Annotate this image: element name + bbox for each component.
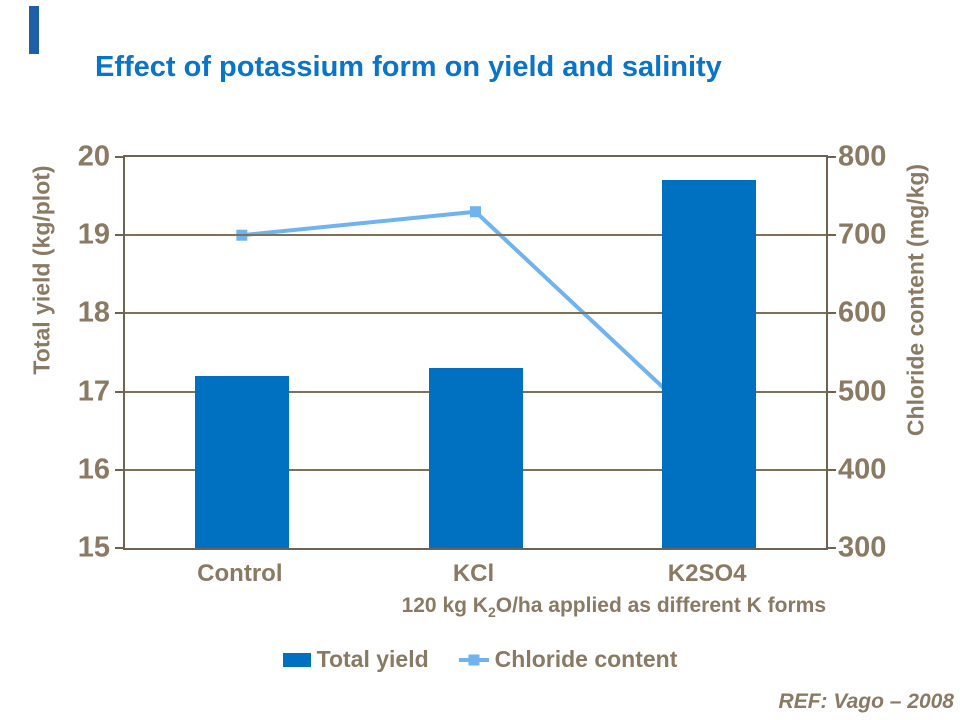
chart-title: Effect of potassium form on yield and sa… (95, 51, 722, 83)
plot-area (123, 155, 828, 550)
x-caption-suffix: O/ha applied as different K forms (495, 594, 826, 617)
gridline-18 (125, 312, 826, 315)
right-tick-label-700: 700 (838, 218, 887, 251)
left-tick-mark-19 (115, 234, 123, 237)
legend-label-total-yield: Total yield (316, 646, 429, 672)
left-tick-mark-17 (115, 390, 123, 393)
slide-accent-bar (29, 6, 39, 54)
legend-item-chloride-content: Chloride content (458, 646, 678, 673)
x-axis-label-control: Control (197, 560, 283, 587)
left-axis-title: Total yield (kg/plot) (28, 165, 55, 375)
left-tick-label-20: 20 (77, 140, 110, 173)
x-caption-prefix: 120 kg K (401, 594, 488, 617)
legend-label-chloride-content: Chloride content (494, 646, 678, 672)
legend-bar-swatch (282, 652, 311, 667)
bar-control (194, 375, 289, 548)
right-tick-label-400: 400 (838, 453, 887, 486)
right-tick-label-300: 300 (838, 531, 887, 564)
left-tick-mark-20 (115, 156, 123, 158)
gridline-19 (125, 234, 826, 237)
left-tick-label-19: 19 (77, 218, 110, 251)
right-tick-label-600: 600 (838, 296, 887, 329)
x-axis-label-k2so4: K2SO4 (667, 560, 747, 587)
bar-k2so4 (662, 180, 757, 548)
left-tick-label-17: 17 (77, 375, 110, 408)
x-caption-subscript: 2 (487, 604, 496, 621)
line-marker-kcl (470, 206, 481, 218)
legend-item-total-yield: Total yield (282, 646, 429, 673)
left-tick-mark-16 (115, 468, 123, 471)
left-tick-label-15: 15 (77, 531, 110, 564)
left-tick-mark-15 (115, 547, 123, 549)
left-tick-mark-18 (115, 312, 123, 315)
right-tick-mark-800 (828, 156, 836, 158)
right-tick-mark-500 (828, 390, 836, 393)
reference-text: REF: Vago – 2008 (778, 690, 954, 713)
legend: Total yield Chloride content (0, 646, 960, 673)
right-tick-mark-700 (828, 234, 836, 237)
right-tick-label-500: 500 (838, 375, 887, 408)
legend-line-swatch (458, 654, 489, 665)
x-axis-label-kcl: KCl (452, 560, 495, 587)
right-tick-mark-400 (828, 468, 836, 471)
bar-kcl (428, 368, 523, 548)
left-tick-label-16: 16 (77, 453, 110, 486)
right-tick-mark-600 (828, 312, 836, 315)
x-axis-caption: 120 kg K2O/ha applied as different K for… (123, 594, 826, 620)
left-tick-label-18: 18 (77, 296, 110, 329)
right-tick-label-800: 800 (838, 140, 887, 173)
right-tick-mark-300 (828, 547, 836, 549)
